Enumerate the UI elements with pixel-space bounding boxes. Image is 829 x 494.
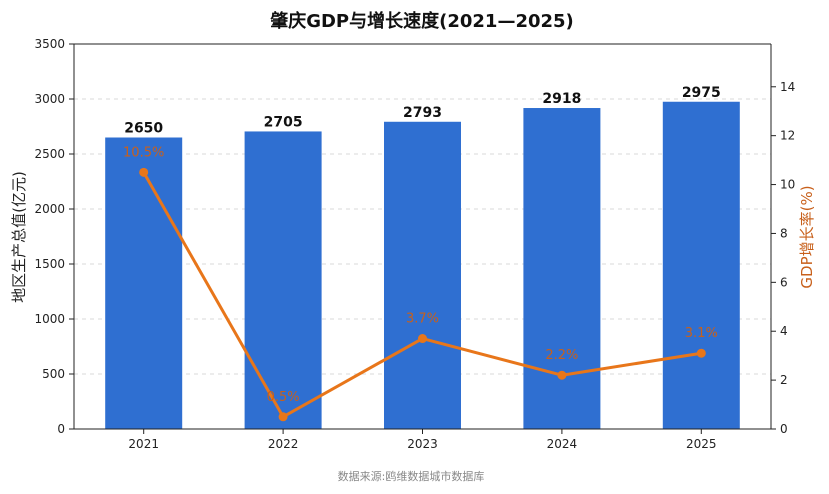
- bar-label-2021: 2650: [124, 121, 163, 137]
- bar-2021: [105, 137, 183, 429]
- left-tick-label-3: 1500: [34, 257, 65, 271]
- left-tick-label-4: 2000: [34, 202, 65, 216]
- chart-title: 肇庆GDP与增长速度(2021—2025): [269, 10, 574, 32]
- growth-line-series: [139, 167, 706, 422]
- right-tick-label-3: 6: [780, 275, 788, 289]
- right-tick-label-2: 4: [780, 324, 788, 338]
- bar-series: [105, 101, 740, 430]
- right-tick-label-7: 14: [780, 80, 795, 94]
- bar-label-2022: 2705: [264, 114, 303, 130]
- bar-label-2025: 2975: [682, 85, 721, 101]
- x-axis-ticks: 2021 2022 2023 2024 2025: [128, 429, 717, 451]
- right-axis-label: GDP增长率(%): [798, 185, 816, 288]
- x-tick-label-3: 2024: [547, 437, 578, 451]
- growth-point-2023: [418, 334, 427, 344]
- right-tick-label-0: 0: [780, 422, 788, 436]
- right-tick-label-4: 8: [780, 226, 788, 240]
- x-tick-label-2: 2023: [407, 437, 438, 451]
- growth-label-2021: 10.5%: [123, 145, 164, 160]
- growth-point-2025: [696, 348, 706, 358]
- right-tick-label-1: 2: [780, 373, 788, 387]
- bar-label-2024: 2918: [542, 91, 581, 107]
- data-source-note: 数据来源:鸥维数据城市数据库: [338, 469, 485, 483]
- right-tick-label-6: 12: [780, 129, 795, 143]
- left-tick-label-2: 1000: [34, 312, 65, 326]
- growth-value-labels: 10.5% 0.5% 3.7% 2.2% 3.1%: [123, 145, 718, 404]
- bar-2024: [523, 108, 601, 430]
- growth-label-2024: 2.2%: [545, 348, 578, 363]
- x-tick-label-0: 2021: [128, 437, 159, 451]
- growth-label-2025: 3.1%: [685, 326, 718, 341]
- left-axis-label: 地区生产总值(亿元): [10, 171, 28, 303]
- x-tick-label-4: 2025: [686, 437, 717, 451]
- bar-2025: [662, 101, 740, 429]
- left-tick-label-1: 500: [42, 367, 65, 381]
- x-tick-label-1: 2022: [268, 437, 299, 451]
- growth-label-2022: 0.5%: [267, 390, 300, 405]
- bar-label-2023: 2793: [403, 105, 442, 121]
- left-tick-label-6: 3000: [34, 92, 65, 106]
- growth-point-2022: [278, 412, 288, 422]
- left-tick-label-7: 3500: [34, 37, 65, 51]
- left-tick-label-5: 2500: [34, 147, 65, 161]
- bar-value-labels: 2650 2705 2793 2918 2975: [124, 85, 721, 137]
- growth-point-2024: [557, 370, 567, 380]
- growth-label-2023: 3.7%: [406, 312, 439, 327]
- bar-2022: [244, 131, 322, 429]
- left-axis-ticks: 0 500 1000 1500 2000 2500 3000 3500: [34, 37, 74, 436]
- right-tick-label-5: 10: [780, 178, 795, 192]
- bar-2023: [384, 121, 461, 430]
- right-axis-ticks: 0 2 4 6 8 10 12 14: [771, 80, 795, 436]
- left-tick-label-0: 0: [57, 422, 65, 436]
- growth-point-2021: [139, 167, 149, 177]
